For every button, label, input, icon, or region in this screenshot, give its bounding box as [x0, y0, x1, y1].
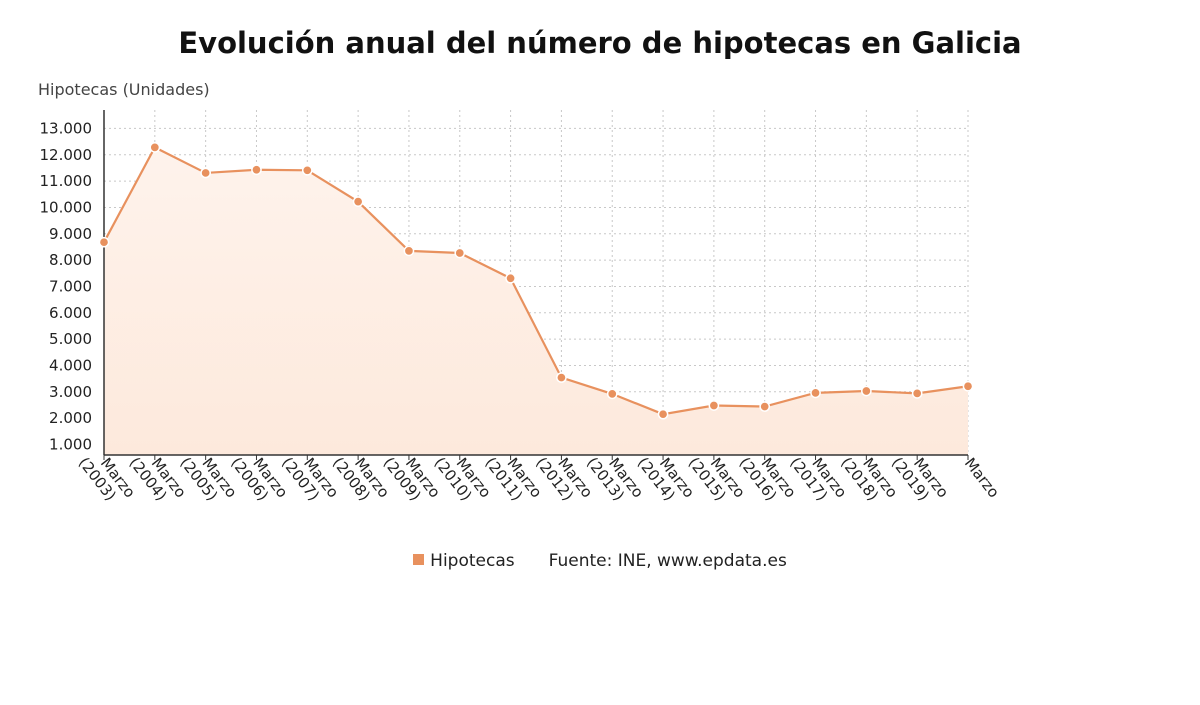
data-point — [301, 164, 313, 176]
y-tick-label: 5.000 — [49, 330, 92, 348]
data-point — [98, 236, 110, 248]
data-point — [556, 372, 567, 383]
legend: Hipotecas Fuente: INE, www.epdata.es — [0, 551, 1200, 571]
data-point — [962, 380, 974, 392]
y-tick-label: 4.000 — [49, 356, 92, 374]
y-tick-label: 1.000 — [49, 435, 92, 453]
axes — [103, 110, 969, 460]
y-tick-label: 11.000 — [40, 172, 93, 190]
y-tick-labels: 1.000 2.000 3.000 4.000 5.000 6.000 7.000 8.000… — [40, 119, 93, 453]
data-point — [200, 167, 211, 179]
y-axis-label: Hipotecas (Unidades) — [38, 80, 210, 99]
data-point — [149, 142, 161, 153]
legend-series-label[interactable]: Hipotecas — [430, 551, 515, 571]
y-tick-label: 13.000 — [40, 119, 93, 137]
y-tick-label: 8.000 — [49, 251, 92, 269]
source-note: Fuente: INE, www.epdata.es — [548, 551, 787, 571]
area-fill-layer — [104, 147, 968, 455]
data-point — [708, 400, 720, 411]
series-area-fill — [104, 147, 968, 455]
data-point — [403, 245, 415, 257]
data-point — [505, 272, 516, 284]
data-point — [251, 164, 262, 176]
data-point — [606, 388, 618, 400]
data-point — [454, 247, 466, 259]
data-point — [810, 387, 821, 399]
legend-swatch — [413, 554, 425, 565]
data-point — [352, 196, 364, 207]
series-layer — [98, 142, 974, 420]
data-point — [861, 385, 872, 397]
y-tick-label: 7.000 — [49, 277, 92, 295]
x-tick-label-line1: Marzo — [961, 454, 1003, 501]
data-point — [911, 388, 923, 399]
y-tick-label: 6.000 — [49, 304, 92, 322]
y-tick-label: 3.000 — [49, 383, 92, 401]
y-tick-label: 10.000 — [40, 198, 93, 216]
chart-title: Evolución anual del número de hipotecas … — [178, 26, 1022, 60]
y-tick-label: 9.000 — [49, 225, 92, 243]
data-point — [759, 401, 771, 412]
y-tick-label: 12.000 — [40, 146, 93, 164]
x-tick-label: Marzo — [961, 454, 1003, 501]
data-point — [657, 408, 669, 420]
series-line — [103, 145, 969, 416]
y-tick-label: 2.000 — [49, 409, 92, 427]
